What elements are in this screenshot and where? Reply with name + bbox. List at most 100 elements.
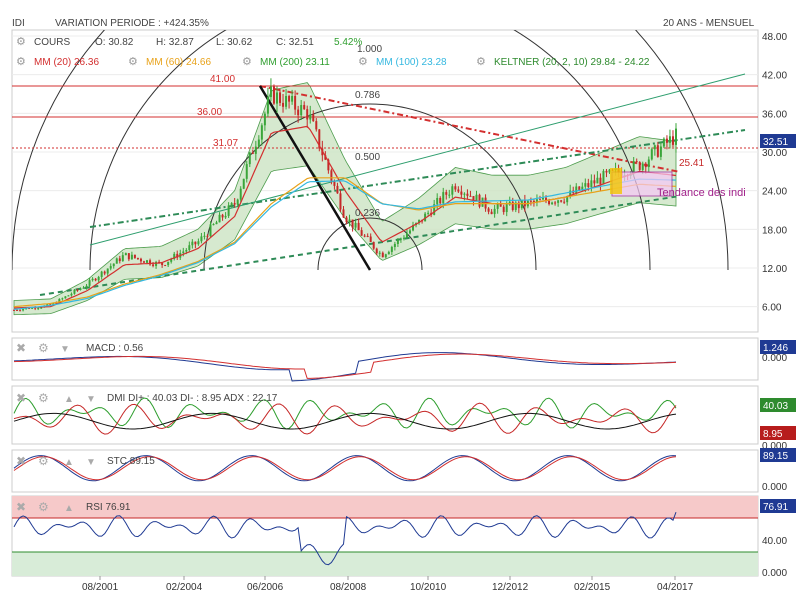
fib-arc-0500 — [203, 103, 537, 271]
candle — [399, 238, 402, 240]
candle — [496, 204, 499, 209]
fib-label-0786: 0.786 — [355, 90, 380, 101]
gear-icon[interactable]: ⚙ — [242, 56, 252, 68]
fib-arcs — [12, 30, 729, 271]
candle — [146, 260, 149, 263]
candle — [439, 197, 442, 204]
candle — [139, 258, 142, 262]
close-icon[interactable]: ✖ — [16, 500, 26, 514]
candle — [575, 186, 578, 194]
candle — [647, 159, 650, 168]
candle — [475, 194, 478, 202]
candle — [118, 258, 121, 262]
candle — [275, 92, 278, 104]
candle — [339, 193, 342, 210]
candle — [402, 237, 405, 239]
gear-icon[interactable]: ⚙ — [38, 454, 49, 468]
candle — [260, 125, 263, 140]
candle — [584, 183, 587, 187]
time-axis: 08/2001 02/2004 06/2006 08/2008 10/2010 12/20… — [82, 576, 694, 593]
gear-icon[interactable]: ⚙ — [476, 56, 486, 68]
symbol-label: IDI — [12, 18, 25, 29]
candle — [182, 251, 185, 254]
candle — [136, 257, 139, 259]
gear-icon[interactable]: ⚙ — [128, 56, 138, 68]
price-tick: 36.00 — [762, 109, 787, 120]
candle — [254, 146, 257, 154]
legend-close: C: 32.51 — [276, 37, 314, 48]
candle — [454, 186, 457, 190]
candle — [602, 170, 605, 185]
candle — [566, 196, 569, 203]
candle — [675, 128, 677, 145]
candle — [303, 105, 306, 110]
level-label-41: 41.00 — [210, 74, 235, 85]
rsi-oversold-zone — [12, 552, 758, 576]
x-tick: 10/2010 — [410, 582, 447, 593]
gear-icon[interactable]: ⚙ — [38, 391, 49, 405]
candle — [578, 186, 581, 191]
tendance-box[interactable]: 25.41 — [610, 158, 704, 197]
arrow-down-icon[interactable]: ▼ — [60, 344, 70, 355]
macd-value: 1.246 — [763, 343, 788, 354]
candle — [230, 203, 233, 206]
candle — [605, 170, 608, 173]
candle — [112, 263, 115, 267]
arrow-up-icon[interactable]: ▲ — [64, 457, 74, 468]
candle — [375, 248, 378, 254]
mm100-line — [13, 178, 677, 310]
candle — [569, 190, 572, 197]
period-label[interactable]: 20 ANS - MENSUEL — [663, 18, 755, 29]
fib-label-1000: 1.000 — [357, 44, 382, 55]
gear-icon[interactable]: ⚙ — [38, 500, 49, 514]
candle — [487, 208, 490, 212]
candle — [13, 309, 15, 311]
candle — [505, 204, 508, 213]
candle — [197, 241, 200, 245]
x-tick: 06/2006 — [247, 582, 284, 593]
candle — [76, 289, 79, 291]
candle — [306, 109, 309, 120]
legend-mm20: MM (20) 26.36 — [34, 57, 99, 68]
gear-icon[interactable]: ⚙ — [358, 56, 368, 68]
close-icon[interactable]: ✖ — [16, 391, 26, 405]
candle — [644, 163, 647, 168]
long-trendline — [89, 73, 746, 246]
candle — [424, 213, 427, 222]
x-tick: 08/2001 — [82, 582, 119, 593]
candle — [541, 197, 544, 200]
close-icon[interactable]: ✖ — [16, 341, 26, 355]
candle — [279, 92, 282, 103]
rsi-label: RSI 76.91 — [86, 502, 131, 513]
gear-icon[interactable]: ⚙ — [16, 36, 26, 48]
arrow-up-icon[interactable]: ▲ — [64, 394, 74, 405]
resistance-lines — [12, 85, 758, 149]
candle — [551, 202, 554, 205]
legend-high: H: 32.87 — [156, 37, 194, 48]
gear-icon[interactable]: ⚙ — [16, 56, 26, 68]
close-icon[interactable]: ✖ — [16, 454, 26, 468]
legend-change: 5.42% — [334, 37, 362, 48]
candle — [650, 149, 653, 160]
macd-panel[interactable] — [11, 337, 759, 381]
variation-label: VARIATION PERIODE : +424.35% — [55, 18, 209, 29]
box-value: 25.41 — [679, 158, 704, 169]
candle — [442, 192, 445, 204]
candle — [40, 307, 43, 309]
arrow-down-icon[interactable]: ▼ — [86, 394, 96, 405]
candle — [203, 235, 206, 237]
legend-cours: COURS — [34, 37, 70, 48]
candle — [37, 308, 40, 310]
stc-signal — [13, 456, 677, 481]
level-label-36: 36.00 — [197, 107, 222, 118]
rsi-mid: 40.00 — [762, 536, 787, 547]
candle — [632, 161, 635, 174]
arrow-down-icon[interactable]: ▼ — [86, 457, 96, 468]
macd-value-badge — [760, 340, 796, 354]
candle — [342, 209, 345, 218]
stc-panel[interactable] — [11, 449, 759, 493]
candle — [599, 177, 602, 185]
gear-icon[interactable]: ⚙ — [38, 341, 49, 355]
dmi-plus-badge — [760, 398, 796, 412]
arrow-up-icon[interactable]: ▲ — [64, 503, 74, 514]
